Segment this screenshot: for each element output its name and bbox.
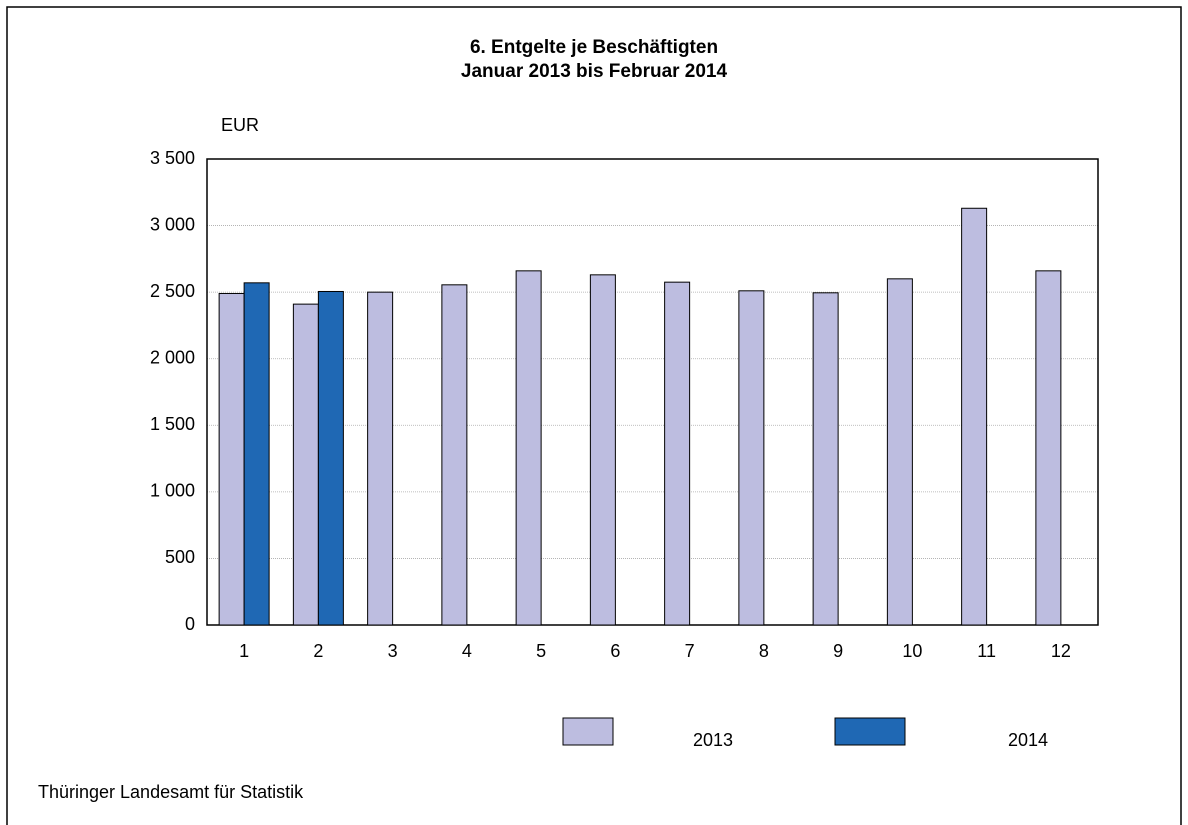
y-tick-label: 3 000: [150, 214, 195, 234]
bar: [292, 303, 319, 626]
bar: [812, 292, 839, 626]
y-tick-label: 1 000: [150, 481, 195, 501]
legend-swatch: [562, 717, 614, 746]
frame: [6, 6, 1182, 825]
bar: [317, 290, 344, 626]
x-tick-label: 2: [313, 641, 323, 661]
x-tick-label: 8: [759, 641, 769, 661]
bar: [664, 281, 691, 626]
x-tick-label: 5: [536, 641, 546, 661]
legend-swatch: [834, 717, 906, 746]
legend-label: 2013: [693, 730, 733, 750]
x-tick-label: 6: [610, 641, 620, 661]
source: Thüringer Landesamt für Statistik: [38, 782, 304, 802]
y-tick-label: 3 500: [150, 148, 195, 168]
x-tick-label: 12: [1051, 641, 1071, 661]
legend-label: 2014: [1008, 730, 1048, 750]
y-tick-label: 500: [165, 547, 195, 567]
x-tick-label: 11: [977, 641, 996, 661]
x-tick-label: 7: [685, 641, 695, 661]
chart-title: 6. Entgelte je Beschäftigten: [470, 37, 718, 58]
y-tick-label: 2 500: [150, 281, 195, 301]
y-tick-label: 1 500: [150, 414, 195, 434]
bar: [243, 282, 270, 626]
bar: [367, 291, 394, 626]
x-tick-label: 1: [239, 641, 249, 661]
chart-subtitle: Januar 2013 bis Februar 2014: [461, 61, 728, 82]
y-axis-label: EUR: [221, 115, 259, 135]
bar: [441, 284, 468, 626]
bar: [1035, 270, 1062, 626]
y-tick-label: 0: [185, 614, 195, 634]
x-tick-label: 4: [462, 641, 472, 661]
x-tick-label: 10: [902, 641, 922, 661]
plot-frame: [206, 158, 1099, 626]
bar: [886, 278, 913, 626]
bar: [961, 207, 988, 626]
bar: [218, 292, 245, 626]
x-tick-label: 3: [388, 641, 398, 661]
bar: [589, 274, 616, 626]
x-tick-label: 9: [833, 641, 843, 661]
bar: [515, 270, 542, 626]
y-tick-label: 2 000: [150, 347, 195, 367]
bar: [738, 290, 765, 626]
